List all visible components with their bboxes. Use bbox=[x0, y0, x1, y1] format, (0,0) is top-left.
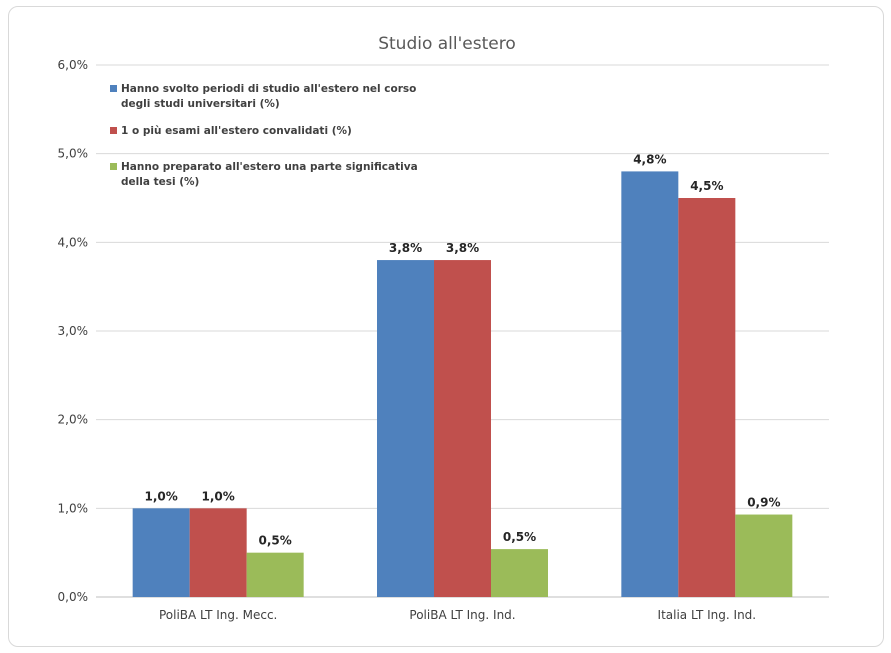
bar-chart: Studio all'estero 0,0% 1,0% 2,0% 3,0% 4,0% 5,… bbox=[58, 34, 829, 622]
y-tick-label: 1,0% bbox=[58, 501, 89, 515]
bar bbox=[491, 549, 548, 597]
legend-label: della tesi (%) bbox=[121, 176, 199, 188]
legend-label: Hanno preparato all'estero una parte sig… bbox=[121, 161, 418, 173]
bar bbox=[189, 508, 247, 597]
y-tick-label: 0,0% bbox=[58, 590, 89, 604]
bar bbox=[434, 260, 491, 597]
data-label: 0,9% bbox=[747, 496, 780, 510]
data-labels: 1,0% 1,0% 0,5% 3,8% 3,8% 0,5% 4,8% 4,5% 0,9% bbox=[145, 152, 781, 547]
y-tick-label: 5,0% bbox=[58, 147, 89, 161]
bar bbox=[735, 514, 793, 597]
legend-label: 1 o più esami all'estero convalidati (%) bbox=[121, 125, 352, 137]
bar bbox=[678, 198, 736, 597]
bar bbox=[621, 171, 679, 597]
legend-swatch bbox=[110, 85, 117, 92]
chart-title: Studio all'estero bbox=[378, 34, 516, 54]
data-label: 0,5% bbox=[259, 534, 292, 548]
legend-label: Hanno svolto periodi di studio all'ester… bbox=[121, 83, 416, 95]
legend-swatch bbox=[110, 127, 117, 134]
y-tick-label: 6,0% bbox=[58, 58, 89, 72]
data-label: 4,5% bbox=[690, 179, 723, 193]
legend-swatch bbox=[110, 163, 117, 170]
x-axis-categories: PoliBA LT Ing. Mecc. PoliBA LT Ing. Ind. I… bbox=[159, 608, 756, 622]
data-label: 3,8% bbox=[389, 241, 422, 255]
bar bbox=[246, 552, 304, 597]
data-label: 1,0% bbox=[202, 489, 235, 503]
bar bbox=[132, 508, 190, 597]
legend: Hanno svolto periodi di studio all'ester… bbox=[110, 83, 418, 188]
bars bbox=[132, 171, 793, 597]
data-label: 3,8% bbox=[446, 241, 479, 255]
legend-label: degli studi universitari (%) bbox=[121, 98, 280, 110]
y-axis-ticks: 0,0% 1,0% 2,0% 3,0% 4,0% 5,0% 6,0% bbox=[58, 58, 89, 604]
y-tick-label: 2,0% bbox=[58, 413, 89, 427]
data-label: 4,8% bbox=[633, 152, 666, 166]
x-category-label: PoliBA LT Ing. Ind. bbox=[409, 608, 515, 622]
y-tick-label: 3,0% bbox=[58, 324, 89, 338]
chart-frame: Studio all'estero 0,0% 1,0% 2,0% 3,0% 4,0% 5,… bbox=[8, 6, 884, 647]
bar bbox=[377, 260, 434, 597]
data-label: 0,5% bbox=[503, 530, 536, 544]
x-category-label: PoliBA LT Ing. Mecc. bbox=[159, 608, 277, 622]
x-category-label: Italia LT Ing. Ind. bbox=[658, 608, 757, 622]
data-label: 1,0% bbox=[145, 489, 178, 503]
y-tick-label: 4,0% bbox=[58, 235, 89, 249]
